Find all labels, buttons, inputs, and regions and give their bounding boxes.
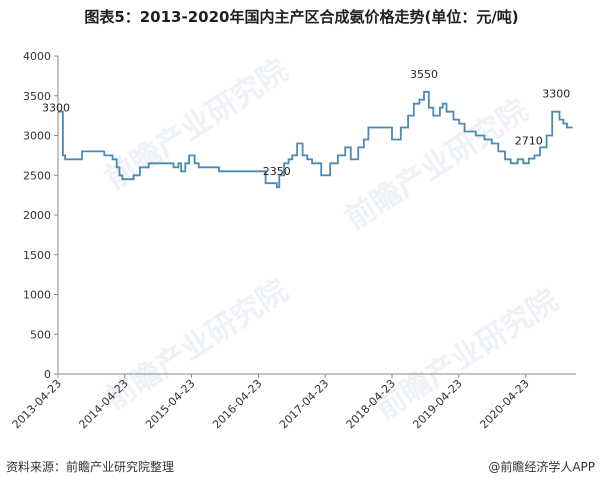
data-label: 2710 xyxy=(515,135,543,148)
y-tick-label: 2000 xyxy=(23,209,51,222)
data-label: 3550 xyxy=(410,68,438,81)
x-tick-label: 2016-04-23 xyxy=(210,377,264,431)
data-labels: 3300 2350 3550 2710 3300 xyxy=(42,68,570,178)
data-label: 3300 xyxy=(542,88,570,101)
y-tick-label: 1500 xyxy=(23,249,51,262)
x-tick-label: 2020-04-23 xyxy=(477,377,531,431)
price-series-line xyxy=(58,90,573,189)
x-tick-label: 2018-04-23 xyxy=(344,377,398,431)
axes-group xyxy=(57,56,576,375)
y-tick-label: 3500 xyxy=(23,90,51,103)
x-tick-label: 2013-04-23 xyxy=(10,377,64,431)
x-tick-label: 2017-04-23 xyxy=(277,377,331,431)
x-tick-label: 2019-04-23 xyxy=(410,377,464,431)
y-tick-label: 500 xyxy=(30,328,51,341)
y-tick-label: 0 xyxy=(44,368,51,381)
chart-title: 图表5：2013-2020年国内主产区合成氨价格走势(单位：元/吨) xyxy=(84,8,519,26)
data-label: 3300 xyxy=(42,102,70,115)
x-tick-label: 2014-04-23 xyxy=(76,377,130,431)
y-tick-label: 3000 xyxy=(23,130,51,143)
data-label: 2350 xyxy=(263,165,291,178)
y-tick-label: 4000 xyxy=(23,50,51,63)
y-tick-label: 2500 xyxy=(23,169,51,182)
y-tick-label: 1000 xyxy=(23,289,51,302)
source-note: 资料来源：前瞻产业研究院整理 xyxy=(6,460,175,474)
y-axis-ticks: 0 500 1000 1500 2000 2500 3000 3500 4000 xyxy=(23,50,58,381)
brand-credit: @前瞻经济学人APP xyxy=(488,460,595,474)
x-axis-ticks: 2013-04-23 2014-04-23 2015-04-23 2016-04-23… xyxy=(10,374,532,431)
x-tick-label: 2015-04-23 xyxy=(143,377,197,431)
